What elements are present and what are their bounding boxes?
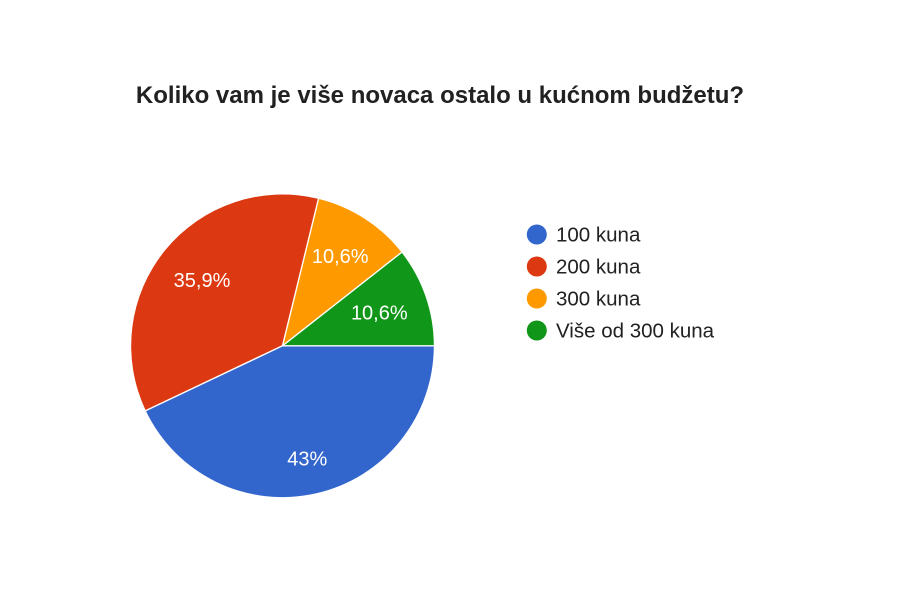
svg-text:35,9%: 35,9% bbox=[174, 270, 231, 292]
svg-text:43%: 43% bbox=[287, 449, 327, 471]
svg-text:Koliko vam je više novaca osta: Koliko vam je više novaca ostalo u kućno… bbox=[136, 82, 744, 109]
svg-text:300 kuna: 300 kuna bbox=[556, 288, 641, 311]
svg-text:100 kuna: 100 kuna bbox=[556, 224, 641, 247]
svg-text:Više od 300 kuna: Više od 300 kuna bbox=[556, 320, 715, 343]
svg-text:200 kuna: 200 kuna bbox=[556, 256, 641, 279]
svg-text:10,6%: 10,6% bbox=[312, 246, 369, 268]
svg-text:10,6%: 10,6% bbox=[351, 303, 408, 325]
